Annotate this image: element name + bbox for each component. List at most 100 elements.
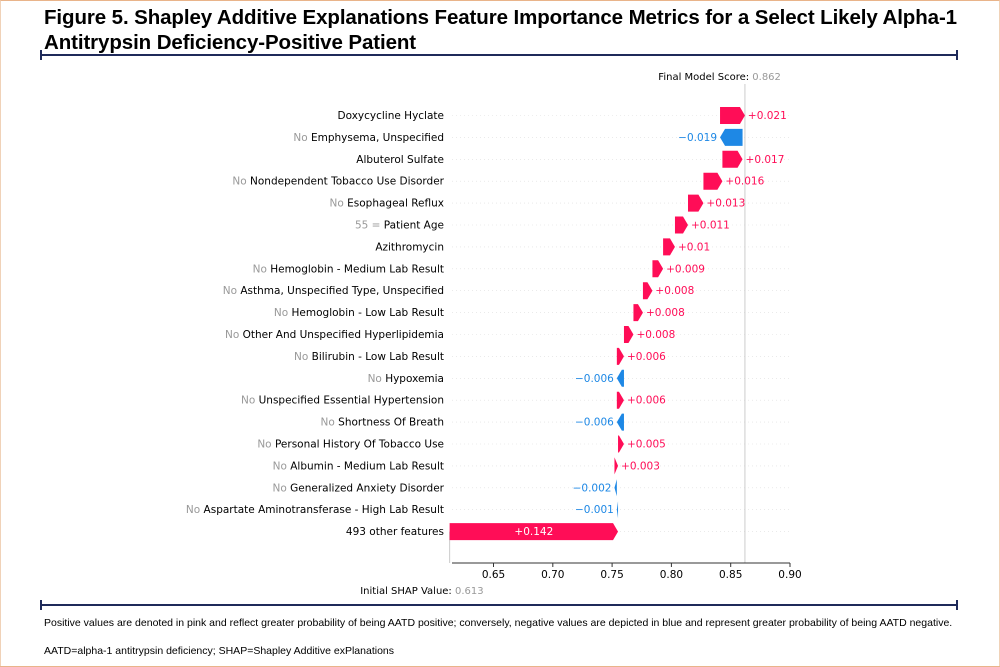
feature-label: No Hypoxemia [368,373,444,385]
final-score-value: 0.862 [752,72,781,83]
bar-value-label: −0.001 [575,504,614,516]
negative-shap-bar [616,369,624,387]
bar-value-label: −0.019 [678,132,717,144]
feature-label: No Esophageal Reflux [330,198,445,210]
title-divider [40,50,958,60]
feature-prefix: No [225,329,243,341]
footnote-color-legend: Positive values are denoted in pink and … [44,617,953,629]
feature-label: No Emphysema, Unspecified [293,132,444,144]
feature-name: Other And Unspecified Hyperlipidemia [243,329,444,341]
feature-name: Nondependent Tobacco Use Disorder [250,176,445,188]
bar-value-label: −0.002 [573,482,612,494]
feature-name: Bilirubin - Low Lab Result [312,351,444,363]
feature-prefix: No [368,373,386,385]
feature-prefix: No [273,482,291,494]
positive-shap-bar [449,523,619,541]
feature-prefix: 55 = [355,220,384,232]
bar-value-label: +0.142 [514,526,553,538]
x-tick-label: 0.75 [600,569,623,581]
feature-name: Shortness Of Breath [338,417,444,429]
positive-shap-bar [652,260,664,278]
x-tick-label: 0.70 [541,569,564,581]
bar-value-label: +0.003 [621,460,660,472]
initial-value-number: 0.613 [455,586,484,597]
positive-shap-bar [633,304,643,322]
positive-shap-bar [623,326,634,343]
feature-name: Hypoxemia [385,373,444,385]
positive-shap-bar [616,391,624,409]
feature-prefix: No [253,263,271,275]
bar-value-label: +0.021 [748,110,787,122]
positive-shap-bar [642,282,653,300]
feature-label: No Other And Unspecified Hyperlipidemia [225,329,444,341]
bar-value-label: −0.006 [575,417,614,429]
feature-label: No Hemoglobin - Low Lab Result [274,307,444,319]
feature-label: No Nondependent Tobacco Use Disorder [232,176,444,188]
bar-value-label: +0.01 [678,241,710,253]
bar-value-label: +0.016 [725,176,764,188]
feature-name: Generalized Anxiety Disorder [290,482,445,494]
bar-value-label: +0.009 [666,263,705,275]
feature-prefix: No [321,417,339,429]
feature-label: No Unspecified Essential Hypertension [241,395,444,407]
feature-label: No Hemoglobin - Medium Lab Result [253,263,444,275]
feature-label: No Asthma, Unspecified Type, Unspecified [223,285,444,297]
feature-label: No Aspartate Aminotransferase - High Lab… [186,504,444,516]
feature-name: Hemoglobin - Medium Lab Result [270,263,444,275]
positive-shap-bar [674,216,689,234]
negative-shap-bar [720,128,743,146]
final-score-label: Final Model Score: 0.862 [658,72,781,83]
x-tick-label: 0.80 [660,569,683,581]
feature-name: Albumin - Medium Lab Result [290,460,444,472]
feature-label: Albuterol Sulfate [356,154,444,166]
feature-label: No Generalized Anxiety Disorder [273,482,445,494]
positive-shap-bar [720,107,745,124]
bar-value-label: +0.017 [746,154,785,166]
negative-shap-bar [616,501,619,519]
positive-shap-bar [663,238,675,256]
positive-shap-bar [616,347,624,365]
feature-label: No Personal History Of Tobacco Use [257,439,444,451]
feature-name: Azithromycin [375,241,444,253]
final-score-caption: Final Model Score: [658,72,752,83]
feature-prefix: No [223,285,241,297]
positive-shap-bar [614,457,619,475]
feature-prefix: No [232,176,250,188]
feature-name: 493 other features [346,526,444,538]
feature-prefix: No [330,198,348,210]
x-tick-label: 0.90 [778,569,801,581]
feature-name: Albuterol Sulfate [356,154,444,166]
positive-shap-bar [722,150,743,168]
feature-label: Doxycycline Hyclate [338,110,444,122]
feature-name: Unspecified Essential Hypertension [259,395,444,407]
negative-shap-bar [616,413,624,431]
bar-value-label: +0.006 [627,351,666,363]
bar-value-label: +0.013 [706,198,745,210]
negative-shap-bar [614,479,617,497]
initial-value-caption: Initial SHAP Value: [360,586,455,597]
feature-prefix: No [293,132,311,144]
feature-prefix: No [294,351,312,363]
positive-shap-bar [618,435,624,453]
feature-name: Patient Age [384,220,444,232]
positive-shap-bar [703,172,723,190]
feature-prefix: No [273,460,291,472]
feature-prefix: No [257,439,275,451]
bar-value-label: +0.008 [646,307,685,319]
feature-name: Doxycycline Hyclate [338,110,444,122]
feature-name: Asthma, Unspecified Type, Unspecified [240,285,444,297]
feature-label: 55 = Patient Age [355,220,444,232]
feature-name: Hemoglobin - Low Lab Result [292,307,444,319]
feature-name: Esophageal Reflux [347,198,444,210]
feature-label: Azithromycin [375,241,444,253]
footnote-abbreviations: AATD=alpha-1 antitrypsin deficiency; SHA… [44,645,395,657]
feature-label: No Shortness Of Breath [321,417,444,429]
initial-value-label: Initial SHAP Value: 0.613 [360,586,483,597]
positive-shap-bar [688,194,704,212]
bar-value-label: −0.006 [575,373,614,385]
bar-value-label: +0.008 [636,329,675,341]
x-tick-label: 0.65 [482,569,505,581]
figure-title: Figure 5. Shapley Additive Explanations … [44,6,957,54]
feature-label: 493 other features [346,526,444,538]
